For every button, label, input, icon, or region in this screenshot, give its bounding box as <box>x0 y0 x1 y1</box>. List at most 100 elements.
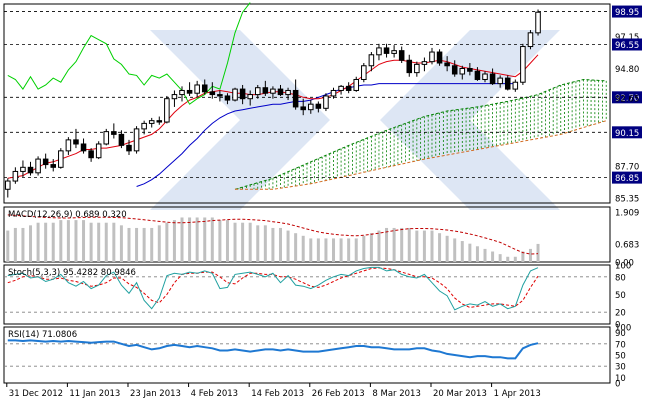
candle-body <box>467 68 473 72</box>
price-badge <box>612 38 642 51</box>
macd-bar <box>97 222 101 262</box>
x-tick-label: 1 Apr 2013 <box>494 389 541 399</box>
stoch-tick-label: 0 <box>615 321 620 331</box>
candle-body <box>520 46 526 83</box>
candle-body <box>12 170 19 182</box>
candle-body <box>141 122 147 130</box>
candle-body <box>194 84 200 94</box>
price-frame <box>3 3 611 204</box>
candle-body <box>27 166 34 174</box>
candle-body <box>42 158 49 166</box>
rsi-tick-label: 90 <box>615 329 626 339</box>
candle-body <box>209 91 216 96</box>
candle-body <box>285 89 291 96</box>
macd-bar <box>278 227 282 262</box>
macd-bar <box>218 220 222 262</box>
macd-bar <box>233 222 237 262</box>
macd-bar <box>13 227 17 262</box>
price-badge-label: 96.55 <box>615 41 639 51</box>
candle-body <box>103 131 110 145</box>
macd-bar <box>332 238 336 262</box>
x-axis: 31 Dec 2012 11 Jan 2013 23 Jan 2013 4 Feb 2… <box>6 383 541 399</box>
macd-bar <box>157 225 161 262</box>
rsi-tick-label: 30 <box>615 363 626 373</box>
macd-title: MACD(12,26,9) 0.689 0.320 <box>8 210 127 220</box>
candle-body <box>512 81 519 90</box>
candle-body <box>504 77 511 90</box>
stoch-main-line <box>7 266 539 311</box>
candle-body <box>247 94 253 100</box>
x-tick-label: 31 Dec 2012 <box>9 389 63 399</box>
candle-body <box>292 89 299 108</box>
macd-frame <box>3 206 611 263</box>
macd-bar <box>438 233 442 262</box>
macd-bar <box>468 243 472 262</box>
candle-body <box>224 95 231 101</box>
macd-bar <box>430 230 434 262</box>
x-tick-label: 23 Jan 2013 <box>130 389 181 399</box>
macd-bar <box>506 256 510 262</box>
macd-bar <box>82 220 86 262</box>
candle-body <box>20 166 26 172</box>
price-badge-label: 86.85 <box>615 174 639 184</box>
candle-body <box>451 65 458 75</box>
macd-bar <box>369 233 373 262</box>
price-badge <box>612 5 642 18</box>
macd-bar <box>21 227 25 262</box>
candle-body <box>398 50 405 61</box>
macd-bar <box>263 225 267 262</box>
stoch-tick-label: 100 <box>615 262 631 272</box>
macd-bar <box>119 225 123 262</box>
stoch-frame <box>3 264 611 325</box>
candle-body <box>262 87 269 94</box>
candle-body <box>535 11 541 34</box>
candle-body <box>201 84 208 93</box>
candle-body <box>35 158 41 174</box>
candle-body <box>414 63 420 74</box>
candle-body <box>376 47 382 56</box>
macd-bar <box>415 230 419 262</box>
candle-body <box>474 70 481 80</box>
macd-bar <box>104 222 108 262</box>
rsi-tick-label: 50 <box>615 352 626 362</box>
rsi-line <box>7 339 539 360</box>
macd-bar <box>225 220 229 262</box>
macd-bar <box>59 220 63 262</box>
macd-bar <box>188 217 192 262</box>
macd-bar <box>377 230 381 262</box>
macd-bar <box>29 225 33 262</box>
price-tick-label: 92.65 <box>615 95 639 105</box>
macd-bar <box>203 217 207 262</box>
macd-bar <box>294 233 298 262</box>
macd-bar <box>339 238 343 262</box>
macd-bar <box>51 222 55 262</box>
candle-body <box>406 59 413 74</box>
candle-body <box>429 51 435 63</box>
macd-bar <box>112 222 116 262</box>
cloud-lower-line <box>235 120 607 190</box>
macd-bar <box>301 235 305 262</box>
macd-bar <box>483 248 487 262</box>
price-tick-label: 85.35 <box>615 195 639 205</box>
rsi-frame <box>3 326 611 384</box>
candle-body <box>368 54 375 67</box>
candle-body <box>65 139 72 152</box>
x-tick-label: 8 Mar 2013 <box>372 389 420 399</box>
price-badge-label: 98.95 <box>615 8 639 18</box>
candle-body <box>133 128 140 152</box>
macd-bar <box>256 225 260 262</box>
rsi-tick-label: 10 <box>615 374 626 384</box>
macd-bar <box>347 238 351 262</box>
macd-bar <box>89 222 93 262</box>
price-badge <box>612 91 642 104</box>
stoch-tick-label: 50 <box>615 291 626 301</box>
macd-bar <box>400 227 404 262</box>
x-tick-label: 26 Feb 2013 <box>312 389 365 399</box>
candle-body <box>80 143 87 152</box>
price-tick-label: 94.80 <box>615 65 639 75</box>
macd-bar <box>135 227 139 262</box>
stoch-tick-label: 80 <box>615 273 626 283</box>
macd-bar <box>324 238 328 262</box>
